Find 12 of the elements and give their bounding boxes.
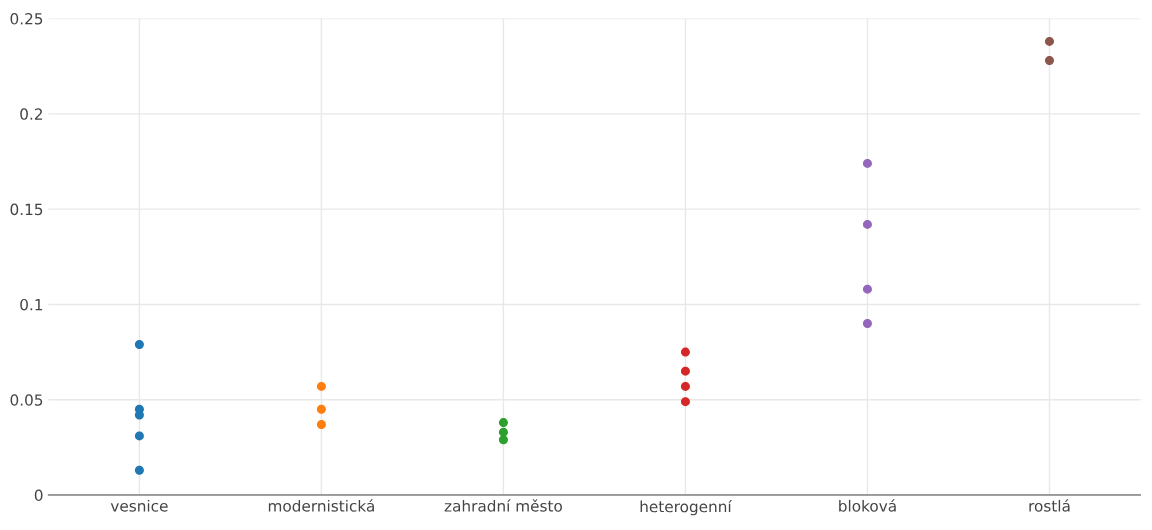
x-tick-label: bloková xyxy=(839,499,896,512)
x-tick-label: modernistická xyxy=(268,499,374,512)
y-tick-label: 0.05 xyxy=(10,394,43,406)
y-tick-label: 0.25 xyxy=(10,13,43,25)
x-tick-label: rostlá xyxy=(1029,499,1070,512)
y-tick-label: 0.15 xyxy=(10,203,43,216)
y-tick-label: 0.1 xyxy=(20,298,43,311)
y-tick-label: 0.2 xyxy=(20,108,42,120)
x-tick-label: zahradní město xyxy=(444,499,562,512)
y-tick-label: 0 xyxy=(34,489,43,502)
x-tick-label: vesnice xyxy=(110,499,168,512)
x-tick-label: heterogenní xyxy=(640,499,733,516)
